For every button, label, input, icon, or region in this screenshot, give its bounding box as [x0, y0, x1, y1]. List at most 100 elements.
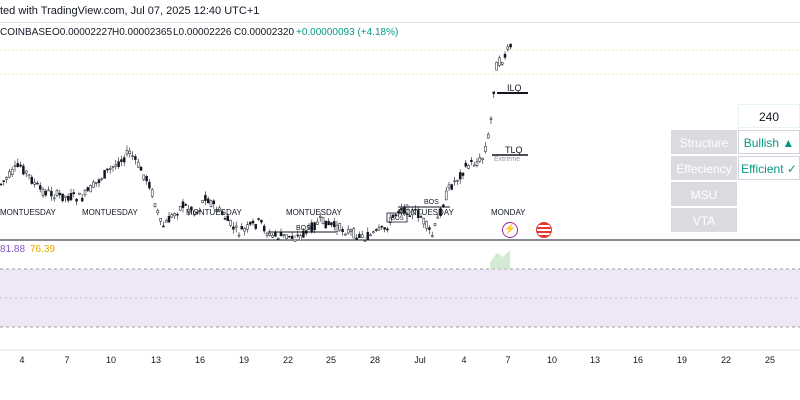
candle-body — [419, 216, 423, 218]
candle-body — [108, 168, 112, 170]
us-flag-icon[interactable] — [536, 222, 552, 238]
candle-body — [128, 150, 132, 154]
candle-body — [153, 203, 157, 208]
candle-body — [232, 226, 235, 230]
candle-body — [16, 163, 20, 167]
candle-body — [248, 221, 252, 225]
candle-body — [302, 230, 305, 238]
candle-body — [97, 179, 101, 183]
session-label-3: MONTUESDAY — [186, 208, 243, 217]
candle-body — [61, 193, 64, 202]
candle-body — [78, 192, 81, 195]
candle-body — [318, 215, 322, 218]
candle-body — [386, 228, 389, 231]
candle-body — [327, 221, 330, 226]
ohlc-change: +0.00000093 (+4.18%) — [296, 27, 399, 38]
event-lightning-icon[interactable]: ⚡ — [502, 222, 518, 238]
candle-body — [271, 235, 274, 238]
candle-body — [475, 161, 479, 166]
candle-body — [69, 193, 73, 201]
candle-body — [5, 177, 8, 180]
candle-body — [184, 204, 188, 206]
x-tick-label: 4 — [461, 355, 467, 365]
candle-body — [332, 221, 336, 227]
rsi-value: 81.88 — [0, 244, 26, 255]
candle-body — [36, 182, 39, 185]
candle-body — [436, 216, 440, 219]
candle-body — [268, 232, 272, 236]
candle-body — [176, 213, 179, 216]
candle-body — [209, 200, 213, 207]
rsi-ma-value: 76.39 — [30, 244, 56, 255]
ohlc-low: L0.00002226 — [173, 27, 232, 38]
candle-body — [58, 192, 62, 196]
candle-body — [324, 220, 328, 229]
candle-body — [461, 172, 465, 176]
candle-body — [178, 205, 182, 211]
efficiency-label: Effeciency — [671, 156, 737, 180]
x-tick-label: 19 — [676, 355, 688, 365]
candle-body — [159, 218, 162, 222]
candle-body — [223, 218, 227, 220]
candle-body — [352, 228, 356, 239]
candle-body — [341, 228, 344, 232]
candle-body — [55, 190, 59, 196]
x-tick-label: 22 — [282, 355, 294, 365]
candle-body — [195, 211, 199, 214]
candle-body — [316, 221, 319, 225]
candle-body — [372, 231, 375, 234]
candle-body — [344, 233, 347, 236]
candle-body — [346, 228, 350, 234]
candle-body — [428, 227, 431, 230]
candle-body — [142, 174, 146, 180]
x-tick-label: 7 — [64, 355, 70, 365]
candle-body — [19, 164, 22, 167]
rsi-overbought-fill — [490, 250, 510, 269]
candle-body — [229, 219, 232, 226]
candle-body — [411, 209, 414, 216]
candle-body — [204, 194, 207, 201]
x-tick-label: 25 — [325, 355, 337, 365]
x-tick-label: 22 — [720, 355, 732, 365]
bos-label-1: BOS — [296, 225, 311, 232]
candle-body — [486, 134, 490, 139]
candle-body — [470, 159, 473, 163]
candle-body — [509, 43, 512, 48]
candle-body — [402, 207, 406, 213]
efficiency-value: Efficient ✓ — [738, 156, 800, 180]
candle-body — [134, 156, 137, 160]
vta-label: VTA — [671, 208, 737, 232]
candle-body — [164, 220, 168, 223]
candle-body — [212, 200, 216, 205]
candle-body — [22, 165, 25, 175]
x-tick-label: 28 — [369, 355, 381, 365]
candle-body — [472, 164, 476, 167]
candle-body — [414, 208, 417, 211]
candle-body — [360, 234, 364, 238]
annotations-group: BOS BOS BOS ILQ TLQ Extreme MONTUESDAY M… — [0, 83, 528, 233]
candle-body — [30, 176, 34, 184]
candle-body — [117, 161, 120, 168]
x-tick-label: 13 — [150, 355, 162, 365]
candle-body — [66, 196, 70, 201]
candle-body — [285, 234, 288, 240]
structure-label: Structure — [671, 130, 737, 154]
candle-body — [492, 91, 496, 95]
candles-group — [0, 43, 512, 242]
candle-body — [498, 57, 501, 66]
candle-body — [310, 222, 314, 233]
candle-body — [408, 215, 412, 217]
candle-body — [481, 157, 484, 161]
candle-body — [458, 172, 462, 180]
candle-body — [369, 234, 372, 237]
ohlc-close: C0.00002320 — [234, 27, 295, 38]
candle-body — [33, 182, 36, 185]
candle-body — [394, 214, 398, 216]
candle-body — [173, 213, 176, 217]
candle-body — [220, 211, 224, 215]
candle-body — [453, 180, 456, 183]
candle-body — [38, 185, 42, 190]
candle-body — [388, 217, 392, 223]
bos-box-label: BOS — [391, 216, 404, 222]
